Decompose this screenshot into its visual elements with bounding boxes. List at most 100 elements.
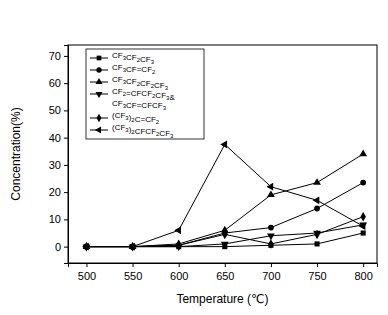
series-marker xyxy=(268,239,273,248)
y-tick-label: 40 xyxy=(49,132,61,144)
legend-box xyxy=(86,49,204,139)
legend: CF3CF2CF3CF3CF=CF2CF3CF2CF2CF3CF2=CFCF2C… xyxy=(86,49,204,139)
x-tick-label: 600 xyxy=(170,270,188,282)
legend-label-part: (CF xyxy=(112,123,125,132)
y-tick-label: 20 xyxy=(49,186,61,198)
series-marker xyxy=(314,241,319,246)
x-tick-mark xyxy=(133,263,134,267)
series-marker xyxy=(176,241,181,250)
y-axis: 0 10 20 30 40 50 60 70 xyxy=(49,46,69,264)
y-tick: 40 xyxy=(49,132,68,144)
x-tick-mark xyxy=(271,263,272,267)
series-line xyxy=(86,217,363,247)
legend-marker xyxy=(97,56,102,61)
legend-label-part: CF xyxy=(112,51,123,60)
series-marker xyxy=(359,222,366,230)
series-marker xyxy=(128,243,135,251)
legend-label-part: CF=CFCF xyxy=(126,101,163,110)
x-tick-mark xyxy=(317,263,318,267)
y-tick-label: 0 xyxy=(55,241,61,253)
x-tick-mark xyxy=(179,263,180,267)
legend-item: CF3CF=CF2 xyxy=(90,63,156,75)
x-tick-label: 500 xyxy=(78,270,96,282)
series-marker xyxy=(222,230,227,239)
legend-label-part: CFCF xyxy=(135,127,156,136)
chart: 500550600650700750800010203040506070CF3C… xyxy=(0,0,388,315)
legend-label-part: CF xyxy=(140,55,151,64)
series-marker xyxy=(314,206,320,212)
y-tick: 0 xyxy=(55,241,68,253)
legend-label-part: CF xyxy=(126,53,137,62)
legend-label-part: (CF xyxy=(112,111,125,120)
y-tick-mark xyxy=(64,110,68,111)
legend-marker xyxy=(96,114,101,123)
y-tick-mark xyxy=(64,56,68,57)
series-marker xyxy=(221,242,229,249)
series-marker xyxy=(359,223,367,230)
legend-label-part: CF xyxy=(112,63,123,72)
y-tick-label: 10 xyxy=(49,213,61,225)
series-marker xyxy=(313,196,320,204)
series-marker xyxy=(359,150,367,157)
legend-label: CF3CF=CFCF3 xyxy=(112,99,167,111)
y-tick-label: 30 xyxy=(49,159,61,171)
legend-label-part: CF xyxy=(154,81,165,90)
legend-marker xyxy=(95,126,101,133)
x-tick-label: 800 xyxy=(354,270,372,282)
y-tick-label: 60 xyxy=(49,77,61,89)
y-tick-mark xyxy=(64,192,68,193)
x-tick: 600 xyxy=(170,263,188,282)
x-tick-label: 700 xyxy=(262,270,280,282)
series-marker xyxy=(313,178,321,185)
legend-label-part: C=CF xyxy=(135,115,156,124)
y-tick: 70 xyxy=(49,50,68,62)
legend-label-part: CF xyxy=(140,79,151,88)
legend-label-part: =CFCF xyxy=(126,89,152,98)
y-tick-label: 50 xyxy=(49,104,61,116)
series-marker xyxy=(360,212,365,221)
series-marker xyxy=(220,141,227,149)
y-tick: 30 xyxy=(49,159,68,171)
y-tick-mark xyxy=(64,219,68,220)
x-tick: 800 xyxy=(354,263,372,282)
x-tick: 750 xyxy=(308,263,326,282)
legend-item: CF2=CFCF2CF3&CF3CF=CFCF3 xyxy=(90,87,175,111)
y-tick-mark xyxy=(64,247,68,248)
legend-label-part: CF xyxy=(126,77,137,86)
x-tick: 500 xyxy=(78,263,96,282)
legend-marker xyxy=(95,78,102,84)
x-tick: 650 xyxy=(216,263,234,282)
y-tick-mark xyxy=(64,165,68,166)
legend-label-part: 2 xyxy=(152,69,156,75)
legend-label-part: & xyxy=(169,93,175,102)
y-tick-mark xyxy=(64,138,68,139)
series-marker xyxy=(266,183,273,191)
marks xyxy=(82,141,367,252)
legend-label-part: 3 xyxy=(170,133,174,139)
x-tick-label: 750 xyxy=(308,270,326,282)
series-line xyxy=(86,144,363,246)
x-tick-label: 650 xyxy=(216,270,234,282)
x-tick-mark xyxy=(86,263,87,267)
series-marker xyxy=(314,230,319,239)
legend-marker xyxy=(95,92,102,98)
legend-label-part: CF xyxy=(112,99,123,108)
x-axis-line xyxy=(69,264,378,268)
legend-label-part: CF=CF xyxy=(126,65,152,74)
series-marker xyxy=(268,225,274,231)
legend-label: (CF3)2CFCF2CF3 xyxy=(112,123,174,139)
series-marker xyxy=(361,230,366,235)
plot-frame xyxy=(68,45,377,263)
x-tick-mark xyxy=(363,263,364,267)
y-axis-title: Concentration(%) xyxy=(9,107,23,200)
series-marker xyxy=(267,190,275,197)
series-marker xyxy=(174,226,181,234)
y-tick: 60 xyxy=(49,77,68,89)
series-line xyxy=(86,183,363,247)
legend-marker xyxy=(96,67,101,72)
series-marker xyxy=(82,243,89,251)
y-tick: 50 xyxy=(49,104,68,116)
y-tick-label: 70 xyxy=(49,50,61,62)
legend-label-part: CF xyxy=(159,129,170,138)
y-axis-line xyxy=(64,46,69,264)
